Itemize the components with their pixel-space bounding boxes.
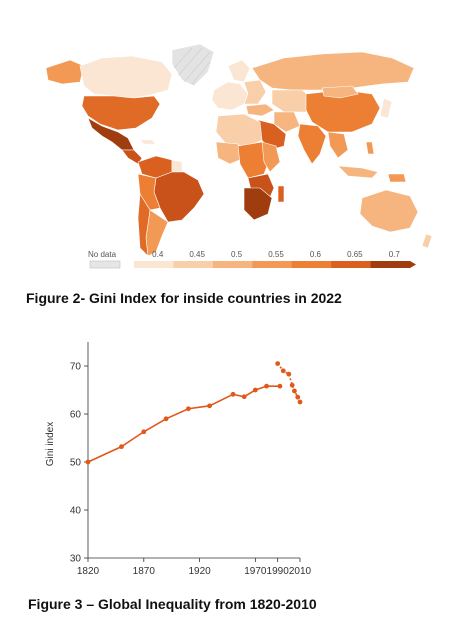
legend-no-data-swatch — [89, 260, 121, 269]
region-canada — [79, 55, 173, 99]
data-point — [264, 383, 269, 389]
map-legend: No data 0.4 0.45 0.5 0.55 0.6 0.65 0.7 — [88, 250, 416, 269]
chart-series — [85, 361, 303, 465]
data-point — [292, 388, 297, 394]
data-point — [297, 399, 303, 405]
data-point — [280, 368, 286, 374]
region-north-africa — [215, 113, 263, 147]
y-tick-label: 70 — [70, 362, 82, 373]
data-point — [289, 382, 295, 388]
legend-swatch — [212, 261, 253, 268]
y-tick-label: 60 — [70, 410, 82, 421]
data-point — [241, 394, 247, 400]
region-australia — [359, 189, 419, 233]
legend-color-ramp — [134, 261, 416, 268]
region-iran — [273, 111, 301, 133]
global-inequality-chart: Gini index 30 40 50 60 70 1820 1870 1920 1970 199… — [45, 342, 312, 578]
data-point — [275, 361, 281, 366]
region-india — [297, 123, 327, 165]
region-new-zealand — [421, 233, 433, 249]
figure-3-caption: Figure 3 – Global Inequality from 1820-2… — [28, 596, 317, 612]
legend-no-data-label: No data — [88, 250, 117, 259]
gini-world-map: No data 0.4 0.45 0.5 0.55 0.6 0.65 0.7 — [45, 43, 433, 269]
legend-swatch — [173, 261, 214, 268]
legend-tick-label: 0.6 — [310, 250, 322, 259]
region-western-europe — [211, 81, 249, 111]
y-axis-label: Gini index — [45, 422, 56, 466]
legend-tick-label: 0.4 — [152, 250, 164, 259]
region-turkey — [245, 103, 275, 117]
x-tick-label: 1970 — [244, 566, 267, 577]
legend-swatch — [134, 261, 174, 268]
data-point — [141, 429, 147, 435]
region-png — [387, 173, 407, 183]
region-chile — [137, 193, 151, 257]
region-east-africa — [261, 141, 281, 173]
region-southeast-asia — [327, 131, 349, 159]
chart-axes — [84, 342, 301, 562]
y-tick-label: 50 — [70, 458, 82, 469]
x-tick-label: 1820 — [77, 566, 100, 577]
region-central-asia — [271, 89, 315, 113]
data-point — [163, 416, 169, 422]
series-line-historical — [87, 385, 280, 463]
legend-tick-label: 0.65 — [347, 250, 363, 259]
region-indonesia — [337, 165, 379, 179]
region-madagascar — [277, 185, 285, 203]
data-point — [119, 444, 124, 450]
region-eastern-europe — [243, 79, 267, 105]
region-south-africa — [243, 187, 273, 221]
region-china — [305, 89, 381, 133]
x-tick-label: 1920 — [188, 566, 211, 577]
region-caribbean — [139, 139, 157, 145]
legend-tick-labels: 0.4 0.45 0.5 0.55 0.6 0.65 0.7 — [152, 250, 400, 259]
legend-swatch — [331, 261, 371, 268]
legend-tick-label: 0.5 — [231, 250, 243, 259]
data-point — [286, 371, 292, 377]
figure-2-caption: Figure 2- Gini Index for inside countrie… — [26, 290, 342, 306]
region-west-africa — [215, 141, 245, 165]
legend-tick-label: 0.7 — [389, 250, 401, 259]
region-usa — [81, 95, 161, 131]
region-brazil — [153, 171, 205, 223]
region-philippines — [365, 141, 375, 155]
region-scandinavia — [227, 59, 251, 83]
region-alaska — [45, 59, 85, 85]
data-point — [85, 459, 91, 465]
region-greenland — [171, 43, 215, 87]
legend-tick-label: 0.55 — [268, 250, 284, 259]
y-tick-label: 40 — [70, 506, 82, 517]
chart-tick-labels: 30 40 50 60 70 1820 1870 1920 1970 1990 2010 — [70, 362, 312, 578]
x-tick-label: 1870 — [133, 566, 156, 577]
legend-arrow — [410, 261, 416, 268]
data-point — [207, 403, 213, 409]
region-central-america — [121, 149, 143, 165]
data-point — [277, 383, 283, 389]
greenland-hatch — [173, 47, 211, 85]
region-guianas — [171, 159, 183, 173]
region-mongolia — [321, 85, 359, 99]
legend-swatch — [291, 261, 332, 268]
map-countries — [45, 43, 433, 257]
legend-swatch — [370, 261, 411, 268]
y-tick-label: 30 — [70, 554, 82, 565]
data-point — [186, 406, 191, 412]
x-tick-label: 2010 — [289, 566, 312, 577]
legend-tick-label: 0.45 — [189, 250, 205, 259]
region-russia — [251, 51, 415, 91]
data-point — [295, 394, 301, 400]
data-point — [230, 391, 236, 397]
data-point — [252, 387, 258, 393]
region-japan — [379, 97, 393, 119]
x-tick-label: 1990 — [267, 566, 290, 577]
legend-swatch — [252, 261, 293, 268]
